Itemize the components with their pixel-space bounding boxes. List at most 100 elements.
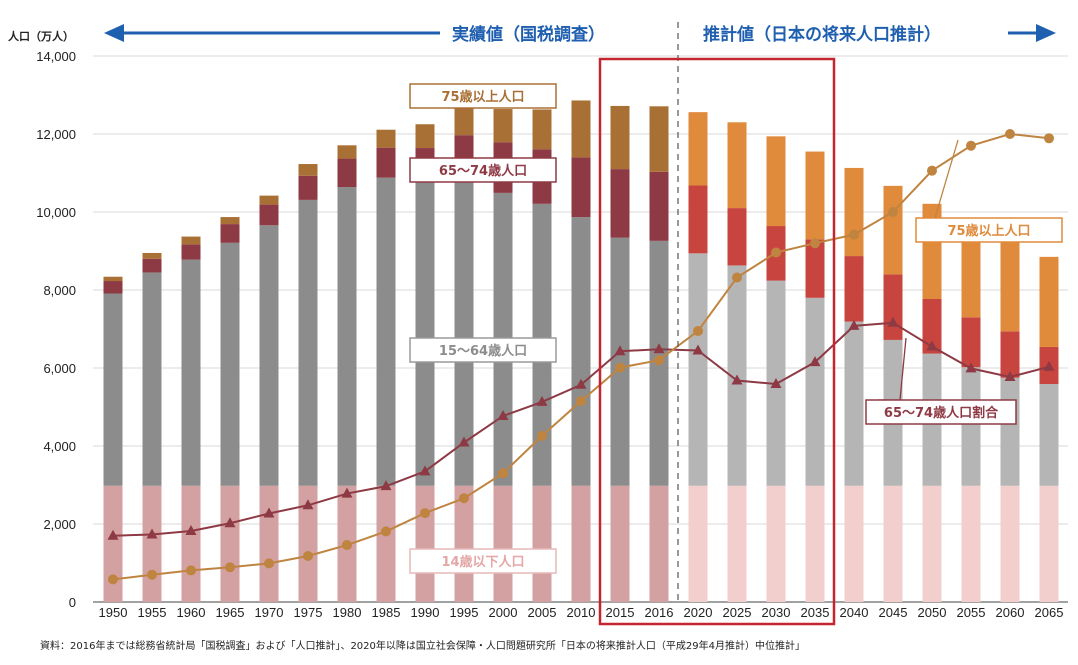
point-ratio_65_74-2040: [848, 319, 860, 330]
bar-a65_74-2035: [805, 239, 825, 298]
bar-a15_64-1960: [181, 259, 201, 486]
bar-a75-2015: [610, 105, 630, 170]
bar-a75-1970: [259, 195, 279, 205]
label-65-74-actual: 65〜74歳人口: [409, 157, 557, 183]
x-tick-label: 2025: [723, 605, 752, 620]
label-14-under: 14歳以下人口: [409, 548, 557, 574]
point-ratio_65_74-1965: [224, 517, 236, 528]
y-tick-label: 4,000: [43, 439, 76, 454]
x-tick-label: 2055: [957, 605, 986, 620]
bar-a75-1950: [103, 276, 123, 282]
bar-u14-2030: [766, 485, 786, 602]
point-ratio_75-2040: [849, 229, 859, 240]
bar-u14-1960: [181, 485, 201, 602]
point-ratio_75-1970: [264, 558, 274, 569]
bar-u14-2060: [1000, 485, 1020, 602]
bar-a75-2040: [844, 167, 864, 257]
y-tick-label: 12,000: [36, 127, 76, 142]
point-ratio_65_74-1980: [341, 487, 353, 498]
highlight-box: [598, 57, 836, 626]
point-ratio_75-2035: [810, 238, 820, 249]
bar-a15_64-1975: [298, 199, 318, 486]
x-tick-label: 1990: [411, 605, 440, 620]
y-axis-unit-label: 人口（万人）: [8, 29, 74, 43]
point-ratio_65_74-2025: [731, 374, 743, 385]
point-ratio_65_74-1975: [302, 499, 314, 510]
bar-a75-2000: [493, 109, 513, 143]
x-tick-label: 2060: [996, 605, 1025, 620]
bar-u14-2010: [571, 485, 591, 602]
actual-period-label: 実績値（国税調査）: [452, 24, 605, 45]
x-tick-label: 1980: [333, 605, 362, 620]
point-ratio_65_74-2015: [614, 345, 626, 356]
bar-u14-2016: [649, 485, 669, 602]
x-tick-label: 2040: [840, 605, 869, 620]
x-tick-label: 2010: [567, 605, 596, 620]
label-75-projection-text: 75歳以上人口: [947, 223, 1030, 239]
bar-u14-1985: [376, 485, 396, 602]
bar-a75-2030: [766, 136, 786, 227]
point-ratio_75-1955: [147, 569, 157, 580]
bar-a75-1965: [220, 217, 240, 225]
label-14-under-text: 14歳以下人口: [441, 554, 524, 570]
bar-a65_74-2045: [883, 274, 903, 340]
x-tick-label: 1995: [450, 605, 479, 620]
x-tick-label: 2035: [801, 605, 830, 620]
bar-u14-2035: [805, 485, 825, 602]
point-ratio_65_74-2030: [770, 377, 782, 388]
bar-a15_64-1950: [103, 293, 123, 486]
bar-a75-2045: [883, 185, 903, 275]
ratio-lines: [107, 129, 1055, 585]
x-tick-label: 2020: [684, 605, 713, 620]
point-ratio_75-1995: [459, 493, 469, 504]
bar-u14-2040: [844, 485, 864, 602]
bar-a65_74-2025: [727, 208, 747, 266]
point-ratio_75-1985: [381, 526, 391, 537]
x-axis-ticks: 1950 1955 1960 1965 1970 1975 1980 1985 1990 1995…: [99, 605, 1064, 620]
point-ratio_65_74-1985: [380, 480, 392, 491]
point-ratio_65_74-1990: [419, 465, 431, 476]
point-ratio_65_74-1995: [458, 436, 470, 447]
left-arrow-icon: [104, 24, 124, 42]
point-ratio_65_74-1970: [263, 507, 275, 518]
bar-a15_64-1955: [142, 272, 162, 486]
bar-a75-2025: [727, 122, 747, 209]
bar-a75-2060: [1000, 237, 1020, 332]
bar-a65_74-2050: [922, 298, 942, 354]
bar-a75-2065: [1039, 256, 1059, 347]
y-tick-label: 8,000: [43, 283, 76, 298]
bar-u14-1990: [415, 485, 435, 602]
bar-a65_74-2020: [688, 185, 708, 254]
bar-a15_64-1965: [220, 242, 240, 486]
point-ratio_75-1965: [225, 562, 235, 573]
y-tick-label: 6,000: [43, 361, 76, 376]
bar-u14-1955: [142, 485, 162, 602]
bar-a15_64-2020: [688, 253, 708, 486]
bar-a75-1975: [298, 164, 318, 176]
point-ratio_75-2016: [654, 355, 664, 366]
bar-a75-2035: [805, 151, 825, 240]
bar-a65_74-1980: [337, 158, 357, 188]
bar-a65_74-1950: [103, 281, 123, 294]
point-ratio_65_74-2005: [536, 395, 548, 406]
bar-u14-2065: [1039, 485, 1059, 602]
x-tick-label: 1955: [138, 605, 167, 620]
bar-u14-1975: [298, 485, 318, 602]
bar-a75-2005: [532, 109, 552, 150]
bar-a15_64-2065: [1039, 383, 1059, 486]
label-15-64: 15〜64歳人口: [409, 337, 557, 363]
bar-u14-2000: [493, 485, 513, 602]
point-ratio_65_74-2035: [809, 356, 821, 367]
point-ratio_75-1960: [186, 565, 196, 576]
bar-a15_64-1980: [337, 187, 357, 486]
label-ratio-65-74-text: 65〜74歳人口割合: [884, 405, 999, 421]
x-tick-label: 1970: [255, 605, 284, 620]
x-tick-label: 2000: [489, 605, 518, 620]
x-tick-label: 2005: [528, 605, 557, 620]
point-ratio_65_74-1955: [146, 528, 158, 539]
source-note: 資料：2016年までは総務省統計局「国税調査」および「人口推計」、2020年以降…: [40, 639, 805, 652]
bar-a15_64-1970: [259, 225, 279, 486]
bar-a65_74-2055: [961, 317, 981, 368]
x-tick-label: 1950: [99, 605, 128, 620]
